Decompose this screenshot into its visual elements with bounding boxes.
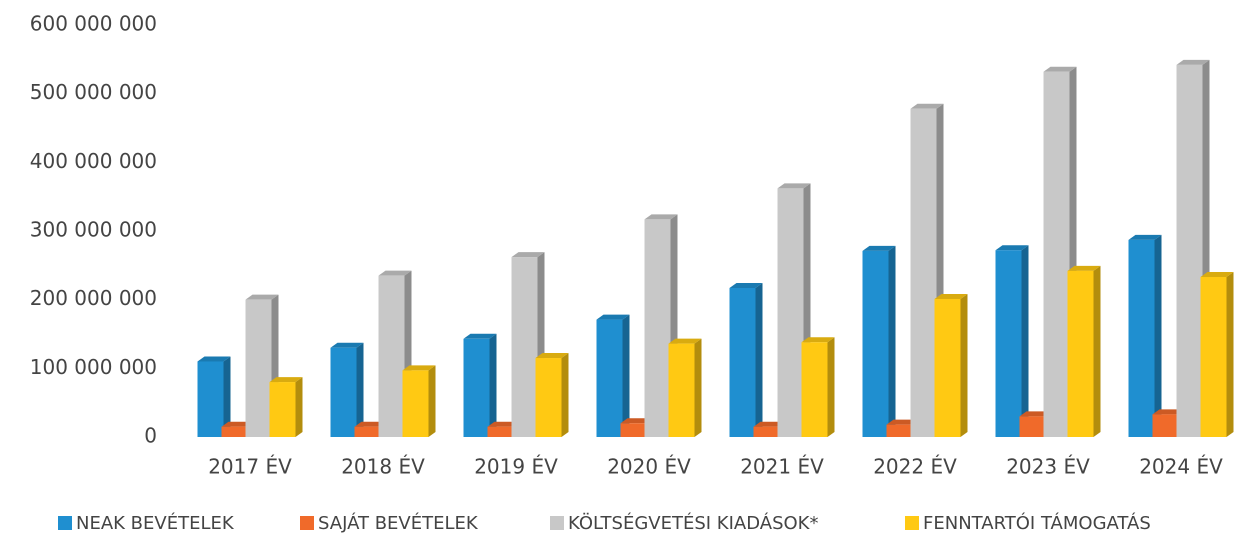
legend-label: KÖLTSÉGVETÉSI KIADÁSOK*: [568, 512, 818, 534]
y-tick-label: 400 000 000: [30, 149, 157, 173]
bar-top: [729, 282, 763, 288]
bar-top: [910, 103, 944, 109]
bar: [801, 342, 828, 437]
bar: [1152, 414, 1179, 437]
legend-label: NEAK BEVÉTELEK: [76, 512, 235, 534]
bar-side: [1021, 245, 1029, 437]
legend-swatch: [550, 516, 564, 530]
y-tick-label: 100 000 000: [30, 355, 157, 379]
bar-top: [1043, 66, 1077, 72]
bar: [1067, 270, 1094, 437]
bar-top: [934, 293, 968, 299]
bar-top: [1176, 59, 1210, 65]
bar: [402, 370, 429, 437]
legend-label: FENNTARTÓI TÁMOGATÁS: [923, 512, 1151, 534]
x-tick-label: 2023 ÉV: [1006, 455, 1090, 479]
y-tick-label: 0: [144, 424, 157, 448]
bar-top: [1128, 234, 1162, 240]
bar-top: [535, 353, 569, 359]
bar-top: [777, 183, 811, 189]
bar-top: [511, 252, 545, 258]
bar-top: [801, 337, 835, 343]
legend-swatch: [905, 516, 919, 530]
bar-side: [295, 377, 303, 437]
bar-top: [378, 270, 412, 276]
bar-side: [622, 314, 630, 437]
bar: [644, 219, 671, 437]
bar: [1128, 239, 1155, 437]
bar-side: [561, 353, 569, 437]
bar: [354, 426, 381, 437]
bar: [995, 250, 1022, 437]
x-tick-label: 2019 ÉV: [474, 455, 558, 479]
bar: [511, 257, 538, 437]
y-tick-label: 600 000 000: [30, 12, 157, 36]
bar: [1176, 64, 1203, 438]
bar-top: [269, 377, 303, 383]
bar: [620, 423, 647, 437]
bar-side: [888, 245, 896, 437]
x-tick-label: 2018 ÉV: [341, 455, 425, 479]
bar: [269, 382, 296, 437]
bar-side: [1154, 234, 1162, 437]
x-tick-label: 2024 ÉV: [1139, 455, 1223, 479]
bar-side: [223, 356, 231, 437]
bar: [487, 426, 514, 437]
bar-side: [489, 333, 497, 437]
bar: [1043, 71, 1070, 438]
bar: [463, 338, 490, 437]
y-tick-label: 500 000 000: [30, 80, 157, 104]
bar: [330, 347, 357, 437]
bar-top: [245, 294, 279, 300]
bar-side: [1226, 272, 1234, 437]
legend-swatch: [58, 516, 72, 530]
bar-top: [644, 214, 678, 220]
bar: [668, 343, 695, 437]
bar-top: [995, 245, 1029, 251]
bar: [934, 298, 961, 437]
bar-side: [960, 293, 968, 437]
bar: [729, 287, 756, 437]
bar-top: [197, 356, 231, 362]
bar: [221, 426, 248, 437]
x-tick-label: 2021 ÉV: [740, 455, 824, 479]
y-tick-label: 200 000 000: [30, 286, 157, 310]
bar-top: [668, 338, 702, 344]
bar-top: [862, 245, 896, 251]
bar-side: [1093, 265, 1101, 437]
bar-top: [596, 314, 630, 320]
bar-side: [827, 337, 835, 437]
bar: [1200, 277, 1227, 437]
bar: [378, 275, 405, 437]
x-tick-label: 2020 ÉV: [607, 455, 691, 479]
bar: [753, 426, 780, 437]
bar-top: [1200, 272, 1234, 278]
bar-side: [694, 338, 702, 437]
x-tick-label: 2022 ÉV: [873, 455, 957, 479]
bar-top: [463, 333, 497, 339]
x-tick-label: 2017 ÉV: [208, 455, 292, 479]
bar-side: [428, 365, 436, 437]
bar: [535, 358, 562, 437]
bar-top: [402, 365, 436, 371]
bar: [777, 188, 804, 437]
bar: [862, 250, 889, 437]
bar: [1019, 416, 1046, 437]
bar-side: [356, 342, 364, 437]
bar: [886, 424, 913, 437]
bar: [245, 299, 272, 437]
legend-swatch: [300, 516, 314, 530]
y-tick-label: 300 000 000: [30, 218, 157, 242]
bar: [596, 319, 623, 437]
legend-label: SAJÁT BEVÉTELEK: [318, 512, 479, 534]
bar: [197, 361, 224, 437]
bar-top: [1067, 265, 1101, 271]
bar-top: [330, 342, 364, 348]
bar-side: [755, 282, 763, 437]
bar: [910, 108, 937, 438]
